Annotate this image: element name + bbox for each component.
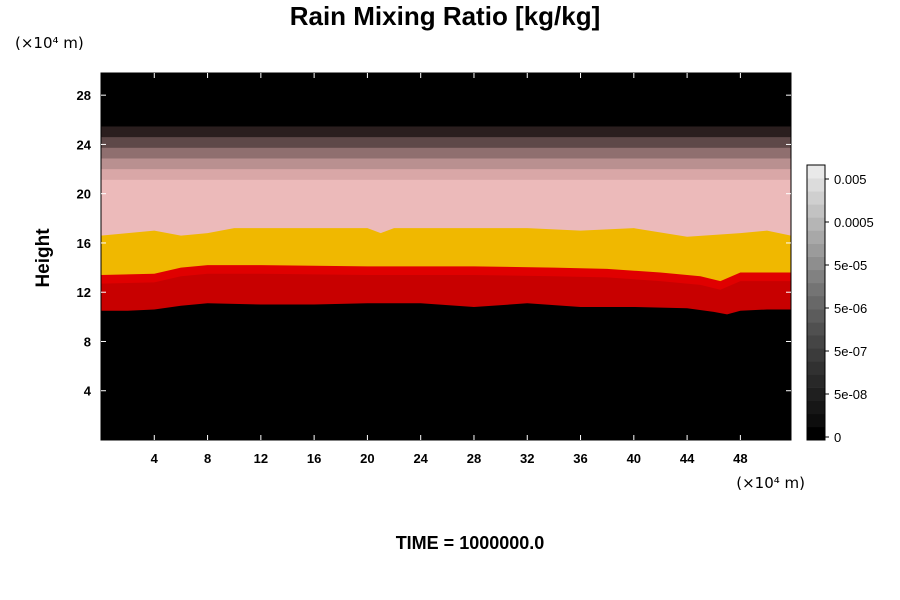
- colorbar-swatch: [807, 400, 825, 415]
- x-tick-label: 32: [520, 451, 534, 466]
- colorbar-swatch: [807, 256, 825, 271]
- colorbar-swatch: [807, 374, 825, 388]
- fade-band: [101, 136, 791, 148]
- fade-band: [101, 147, 791, 159]
- y-tick-label: 28: [77, 88, 91, 103]
- x-unit-label: (×10⁴ m): [736, 474, 805, 492]
- colorbar-swatch: [807, 361, 825, 375]
- colorbar-swatch: [807, 269, 825, 284]
- fade-band: [101, 168, 791, 180]
- colorbar-swatch: [807, 204, 825, 218]
- x-tick-label: 48: [733, 451, 747, 466]
- colorbar-swatch: [807, 230, 825, 244]
- colorbar-swatch: [807, 191, 825, 205]
- fade-band: [101, 125, 791, 127]
- y-axis: 4 8 12 16 20 24 28: [77, 88, 791, 399]
- y-tick-label: 16: [77, 236, 91, 251]
- y-unit-label: (×10⁴ m): [15, 34, 84, 52]
- colorbar-swatch: [807, 309, 825, 323]
- colorbar-swatch: [807, 348, 825, 362]
- y-axis-label: Height: [33, 228, 54, 288]
- fade-band: [101, 125, 791, 138]
- x-tick-label: 24: [413, 451, 428, 466]
- colorbar-swatch: [807, 426, 825, 441]
- colorbar-label: 5e-05: [834, 258, 867, 273]
- colorbar: 0 5e-08 5e-07 5e-06 5e-05 0.0005 0.005: [806, 164, 874, 445]
- colorbar-swatch: [807, 282, 825, 297]
- x-tick-label: 40: [627, 451, 641, 466]
- colorbar-label: 5e-06: [834, 301, 867, 316]
- x-tick-label: 36: [573, 451, 587, 466]
- time-label: TIME = 1000000.0: [396, 533, 545, 553]
- x-tick-label: 16: [307, 451, 321, 466]
- y-tick-label: 12: [77, 285, 91, 300]
- colorbar-label: 5e-07: [834, 344, 867, 359]
- colorbar-label: 0: [834, 430, 841, 445]
- colorbar-swatch: [807, 165, 825, 179]
- fade-band: [101, 179, 791, 191]
- x-tick-label: 4: [151, 451, 159, 466]
- colorbar-swatch: [807, 335, 825, 349]
- x-tick-label: 20: [360, 451, 374, 466]
- plot-area: [101, 73, 791, 440]
- colorbar-frame: [806, 164, 826, 441]
- colorbar-swatch: [807, 178, 825, 192]
- colorbar-swatch: [807, 413, 825, 428]
- colorbar-swatch: [807, 322, 825, 336]
- y-tick-label: 20: [77, 187, 91, 202]
- x-tick-label: 12: [254, 451, 268, 466]
- x-tick-label: 44: [680, 451, 695, 466]
- colorbar-swatch: [807, 295, 825, 310]
- rain-free-region: [101, 303, 791, 440]
- chart-title: Rain Mixing Ratio [kg/kg]: [290, 1, 601, 31]
- fade-band: [101, 157, 791, 170]
- colorbar-label: 5e-08: [834, 387, 867, 402]
- colorbar-swatch: [807, 243, 825, 257]
- x-axis: 4 8 12 16 20 24 28 32 36 40 44 48: [151, 73, 748, 466]
- plot-frame: [100, 72, 792, 441]
- colorbar-label: 0.0005: [834, 215, 874, 230]
- colorbar-label: 0.005: [834, 172, 867, 187]
- colorbar-swatch: [807, 387, 825, 402]
- y-tick-label: 24: [77, 137, 92, 152]
- y-tick-label: 4: [84, 384, 92, 399]
- x-tick-label: 28: [467, 451, 481, 466]
- colorbar-swatch: [807, 217, 825, 231]
- x-tick-label: 8: [204, 451, 211, 466]
- y-tick-label: 8: [84, 334, 91, 349]
